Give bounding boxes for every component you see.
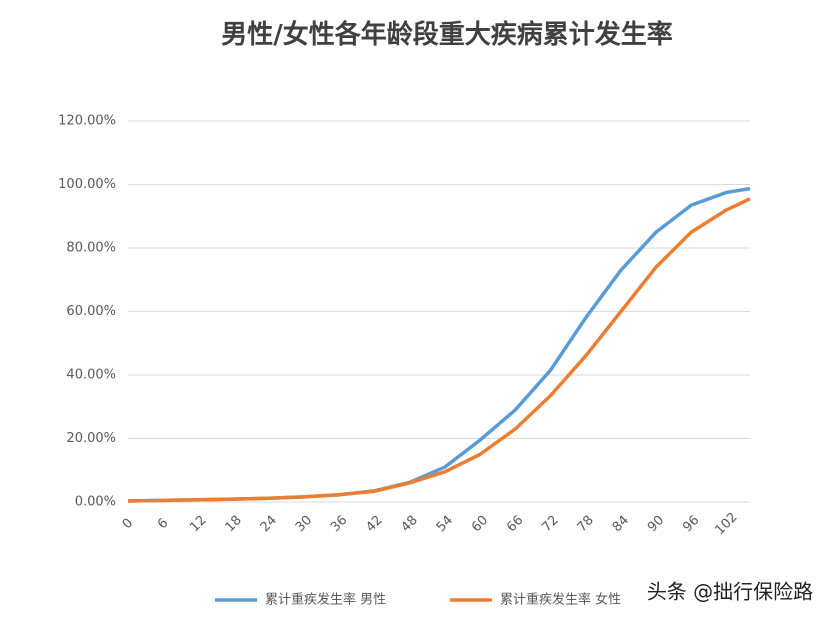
x-tick-label: 6 [155, 516, 171, 532]
x-tick-label: 66 [504, 513, 526, 535]
x-tick-label: 78 [575, 513, 597, 535]
y-tick-label: 40.00% [66, 368, 116, 383]
x-tick-label: 36 [328, 513, 350, 535]
y-tick-label: 100.00% [58, 177, 116, 192]
chart-title: 男性/女性各年龄段重大疾病累计发生率 [221, 19, 673, 50]
x-tick-label: 42 [363, 513, 385, 535]
x-tick-label: 90 [645, 513, 667, 535]
x-tick-label: 24 [258, 513, 280, 535]
y-tick-label: 120.00% [58, 114, 116, 129]
x-tick-label: 12 [187, 513, 209, 535]
x-tick-label: 30 [293, 513, 315, 535]
x-tick-label: 0 [120, 516, 136, 532]
series-line [127, 197, 751, 503]
x-tick-label: 48 [399, 513, 421, 535]
series-line [127, 186, 751, 503]
x-tick-label: 96 [680, 513, 702, 535]
x-tick-label: 54 [434, 513, 456, 535]
x-tick-label: 72 [539, 513, 561, 535]
watermark: 头条 @拙行保险路 [647, 580, 813, 604]
y-tick-label: 60.00% [66, 304, 116, 319]
y-tick-label: 0.00% [75, 495, 116, 510]
x-tick-label: 18 [222, 513, 244, 535]
legend-label: 累计重疾发生率 男性 [265, 592, 386, 608]
y-tick-label: 80.00% [66, 241, 116, 256]
x-tick-label: 60 [469, 513, 491, 535]
legend-label: 累计重疾发生率 女性 [500, 592, 621, 608]
x-tick-label: 84 [610, 513, 632, 535]
x-tick-label: 102 [712, 510, 740, 538]
y-tick-label: 20.00% [66, 431, 116, 446]
